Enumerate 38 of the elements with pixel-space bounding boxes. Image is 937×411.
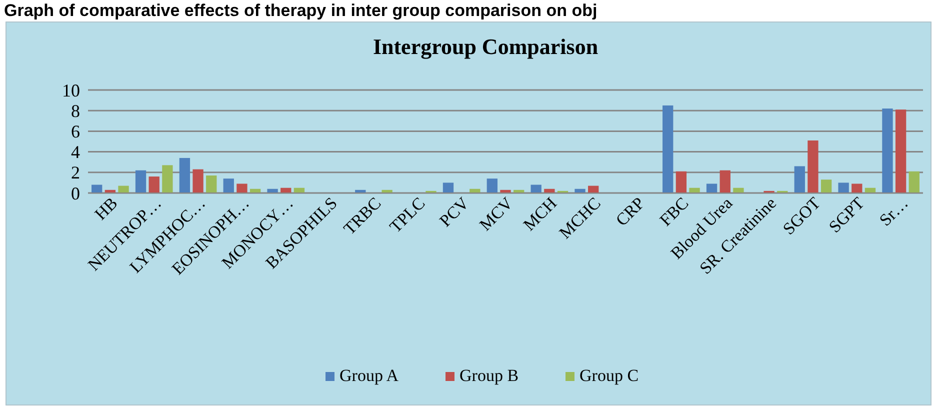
bar	[662, 105, 674, 193]
bar	[882, 108, 893, 193]
y-tick-label: 10	[62, 80, 80, 100]
bar	[908, 171, 920, 193]
chart-title: Intergroup Comparison	[372, 34, 598, 59]
text: Graph of comparative effects of therapy in inter group comparison on obj	[4, 1, 598, 20]
bar	[162, 165, 173, 193]
bar	[808, 140, 818, 193]
bar	[206, 175, 217, 193]
legend-label: Group A	[340, 366, 400, 385]
bar	[676, 171, 687, 193]
y-tick-label: 8	[71, 100, 80, 121]
bar	[442, 182, 454, 193]
x-tick-label: CRP	[612, 194, 648, 230]
y-tick-label: 2	[71, 162, 80, 183]
y-tick-label: 4	[71, 142, 80, 162]
bar	[706, 184, 718, 193]
legend-label: Group C	[580, 366, 639, 385]
y-tick-label: 6	[71, 122, 80, 142]
bar	[148, 176, 160, 193]
bar	[179, 158, 190, 193]
bar	[223, 178, 234, 193]
bar	[820, 180, 832, 193]
bar	[794, 166, 805, 193]
legend-label: Group B	[460, 366, 519, 385]
bar	[486, 178, 498, 193]
bar	[733, 188, 744, 193]
bar	[689, 188, 700, 193]
bar	[852, 184, 862, 193]
bar	[118, 186, 129, 193]
x-tick-label: Sr…	[876, 194, 912, 230]
bar	[895, 110, 906, 193]
bar	[135, 170, 146, 193]
y-tick-label: 0	[71, 183, 80, 204]
bar	[838, 182, 849, 193]
bar	[720, 170, 730, 193]
bar	[236, 184, 248, 193]
bar	[192, 169, 204, 193]
